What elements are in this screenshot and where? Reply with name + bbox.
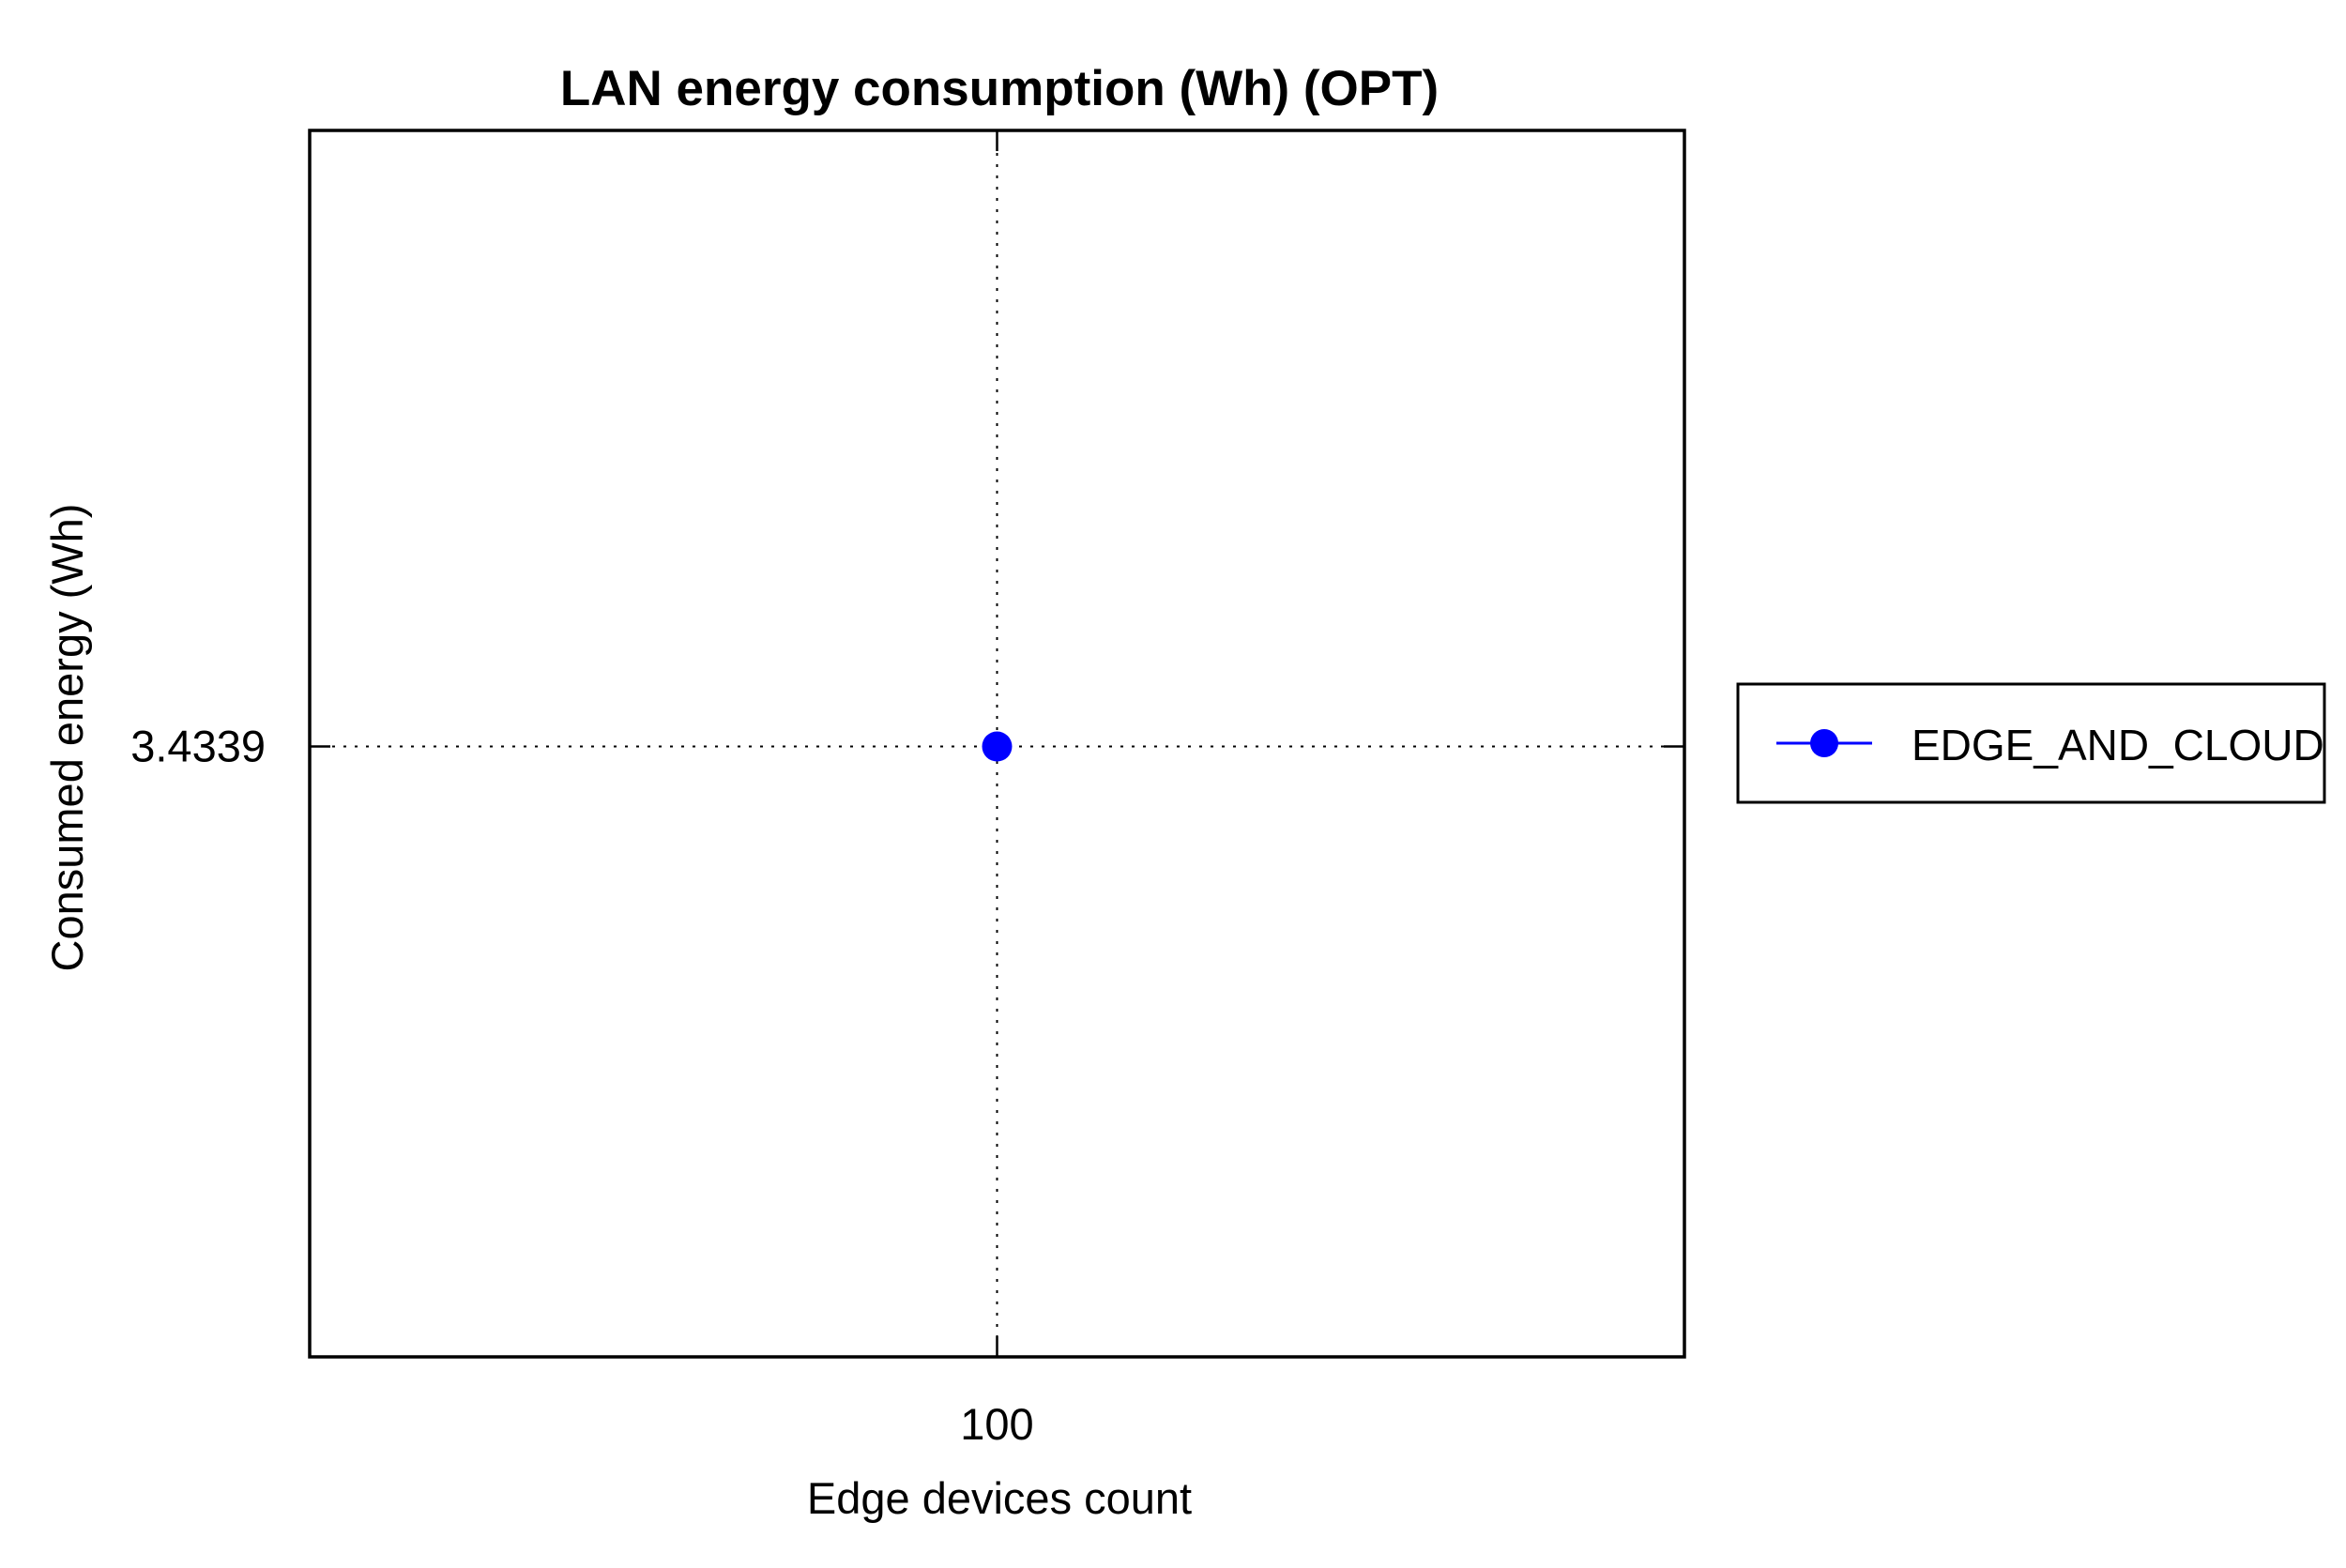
data-point (982, 731, 1013, 762)
legend-label-edge-and-cloud: EDGE_AND_CLOUD (1912, 721, 2324, 769)
y-axis-label: Consumed energy (Wh) (42, 504, 92, 972)
x-tick-labels: 100 (960, 1399, 1033, 1449)
x-axis-label: Edge devices count (807, 1473, 1192, 1523)
axis-ticks (310, 130, 1684, 1357)
y-tick-labels: 3.4339 (130, 722, 266, 771)
chart-title: LAN energy consumption (Wh) (OPT) (560, 61, 1439, 116)
y-tick-label: 3.4339 (130, 722, 266, 771)
legend: EDGE_AND_CLOUD (1736, 682, 2326, 804)
legend-marker-edge-and-cloud (1810, 729, 1838, 757)
x-tick-label: 100 (960, 1399, 1033, 1449)
series-layer (982, 731, 1013, 762)
